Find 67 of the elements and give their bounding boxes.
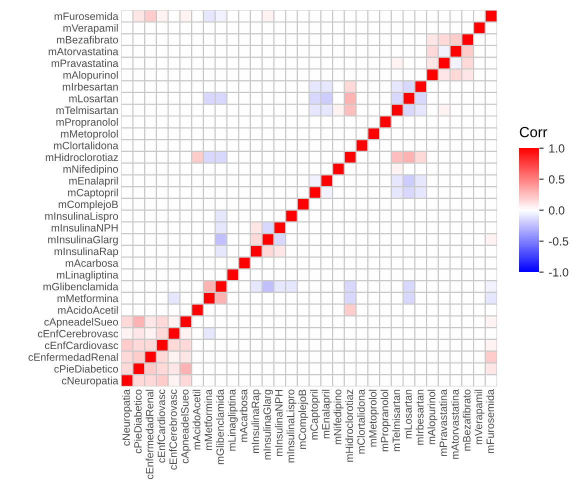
x-tick-label: mInsulinaNPH — [274, 390, 283, 456]
y-tick-label: mIrbesartan — [62, 82, 118, 91]
x-tick-label: mInsulinaRap — [251, 390, 262, 453]
y-tick-label: mFurosemida — [54, 12, 118, 20]
y-tick-label: mGlibenclamida — [43, 282, 118, 290]
y-tick-label: mMetformina — [58, 294, 118, 302]
y-tick-label: mInsulinaRap — [54, 247, 118, 258]
x-tick-label: mPravastatina — [439, 389, 448, 456]
y-tick-label: mEnalapril — [69, 176, 118, 187]
x-tick-label: mGlibenclamida — [216, 389, 224, 464]
x-tick-label: mIrbesartan — [416, 390, 424, 445]
x-tick-label: mAtorvastatina — [451, 389, 459, 459]
x-tick-label: mLosartan — [404, 390, 412, 438]
y-tick-label: mNifedipino — [63, 165, 118, 175]
color-bar-label: -1.0 — [548, 268, 568, 277]
x-tick-label: mInsulinaLispro — [286, 390, 296, 462]
y-tick-label: cNeuropatia — [62, 376, 118, 387]
x-tick-label: mNifedipino — [334, 390, 344, 444]
y-tick-label: cEnfermedadRenal — [28, 353, 118, 361]
color-bar-label: 1.0 — [549, 144, 564, 153]
y-tick-label: mPravastatina — [52, 59, 118, 68]
y-tick-label: mComplejoB — [58, 200, 118, 210]
y-tick-label: mInsulinaNPH — [52, 224, 118, 232]
y-tick-label: mVerapamil — [63, 24, 118, 34]
x-tick-label: mClortalidona — [357, 389, 365, 454]
y-tick-label: mAcarbosa — [66, 259, 118, 267]
x-tick-label: mAcarbosa — [240, 389, 248, 442]
x-tick-label: mEnalapril — [322, 390, 332, 438]
x-tick-label: cApneadelSueo — [180, 390, 191, 464]
y-tick-label: mInsulinaLispro — [45, 212, 118, 222]
x-tick-label: mInsulinaGlarg — [263, 390, 273, 460]
x-tick-label: mPropranolol — [380, 390, 390, 452]
y-tick-label: mMetoprolol — [61, 130, 118, 140]
x-tick-label: mComplejoB — [298, 390, 308, 449]
x-tick-label: mAcidoAcetil — [192, 390, 200, 450]
y-tick-label: mLosartan — [69, 94, 118, 102]
y-tick-label: cPieDiabetico — [54, 364, 118, 373]
x-tick-label: cEnfCerebrovasc — [169, 389, 177, 470]
x-tick-label: mLinagliptina — [228, 389, 238, 451]
x-tick-label: mMetformina — [204, 389, 212, 450]
color-bar-label: 0.0 — [548, 206, 564, 215]
y-tick-label: cEnfCardiovasc — [44, 341, 118, 350]
x-tick-label: mCaptopril — [310, 390, 320, 440]
y-tick-label: mLinagliptina — [56, 270, 118, 281]
y-tick-label: mCaptopril — [68, 188, 118, 198]
x-tick-label: cEnfCardiovasc — [157, 389, 166, 463]
y-tick-label: mHidroclorotiaz — [46, 153, 118, 162]
y-tick-label: mAcidoAcetil — [58, 306, 118, 314]
y-tick-label: mBezafibrato — [56, 36, 118, 44]
y-tick-label: mAlopurinol — [63, 71, 118, 81]
x-tick-label: mAlopurinol — [428, 390, 438, 444]
y-tick-label: mClortalidona — [54, 142, 118, 150]
color-bar-title: Corr — [520, 126, 548, 138]
x-tick-label: mTelmisartan — [392, 390, 400, 452]
y-tick-label: mPropranolol — [56, 118, 118, 128]
y-tick-label: cApneadelSueo — [44, 318, 118, 328]
x-tick-label: mFurosemida — [486, 389, 494, 453]
x-tick-label: mVerapamil — [474, 390, 484, 444]
y-tick-label: mInsulinaGlarg — [48, 236, 118, 246]
x-tick-label: mHidroclorotiaz — [345, 390, 354, 462]
y-tick-label: mTelmisartan — [56, 106, 118, 114]
y-tick-label: cEnfCerebrovasc — [38, 330, 118, 338]
x-tick-label: mMetoprolol — [368, 390, 379, 447]
color-bar-label: 0.5 — [548, 175, 564, 184]
y-tick-label: mAtorvastatina — [48, 48, 118, 56]
color-bar-label: -0.5 — [548, 237, 568, 246]
x-tick-label: mBezafibrato — [462, 390, 471, 451]
